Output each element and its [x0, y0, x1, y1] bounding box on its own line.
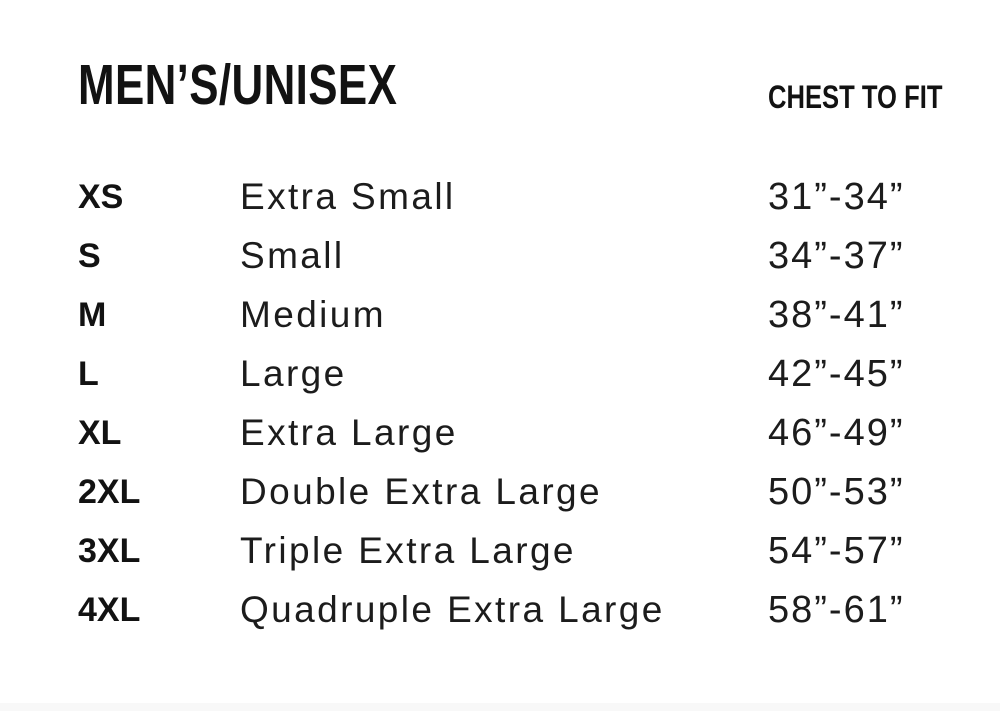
size-name: Extra Large — [240, 412, 458, 453]
table-row: XS Extra Small 31”-34” — [78, 167, 1000, 226]
size-name: Large — [240, 353, 347, 394]
chart-title: MEN’S/UNISEX — [78, 53, 398, 117]
chest-range: 50”-53” — [768, 470, 905, 513]
size-name: Double Extra Large — [240, 471, 602, 512]
bottom-edge-strip — [0, 703, 1000, 711]
size-name: Small — [240, 235, 345, 276]
table-row: XL Extra Large 46”-49” — [78, 403, 1000, 462]
table-row: M Medium 38”-41” — [78, 285, 1000, 344]
chest-range: 31”-34” — [768, 175, 905, 218]
chest-range: 54”-57” — [768, 529, 905, 572]
size-code: M — [78, 295, 107, 334]
size-code: L — [78, 354, 99, 393]
chest-range: 58”-61” — [768, 588, 905, 631]
table-row: 4XL Quadruple Extra Large 58”-61” — [78, 580, 1000, 639]
table-row: 2XL Double Extra Large 50”-53” — [78, 462, 1000, 521]
chest-range: 38”-41” — [768, 293, 905, 336]
size-name: Triple Extra Large — [240, 530, 576, 571]
size-code: S — [78, 236, 101, 275]
chest-range: 46”-49” — [768, 411, 905, 454]
size-code: 2XL — [78, 472, 141, 511]
size-name: Extra Small — [240, 176, 456, 217]
table-row: 3XL Triple Extra Large 54”-57” — [78, 521, 1000, 580]
size-name: Quadruple Extra Large — [240, 589, 665, 630]
table-row: S Small 34”-37” — [78, 226, 1000, 285]
chest-range: 34”-37” — [768, 234, 905, 277]
size-code: XS — [78, 177, 124, 216]
size-name: Medium — [240, 294, 386, 335]
table-row: L Large 42”-45” — [78, 344, 1000, 403]
size-code: 4XL — [78, 590, 141, 629]
size-table-body: XS Extra Small 31”-34” S Small 34”-37” M… — [78, 167, 1000, 639]
chest-range: 42”-45” — [768, 352, 905, 395]
chest-to-fit-header: CHEST TO FIT — [768, 79, 943, 115]
size-code: 3XL — [78, 531, 141, 570]
size-code: XL — [78, 413, 122, 452]
